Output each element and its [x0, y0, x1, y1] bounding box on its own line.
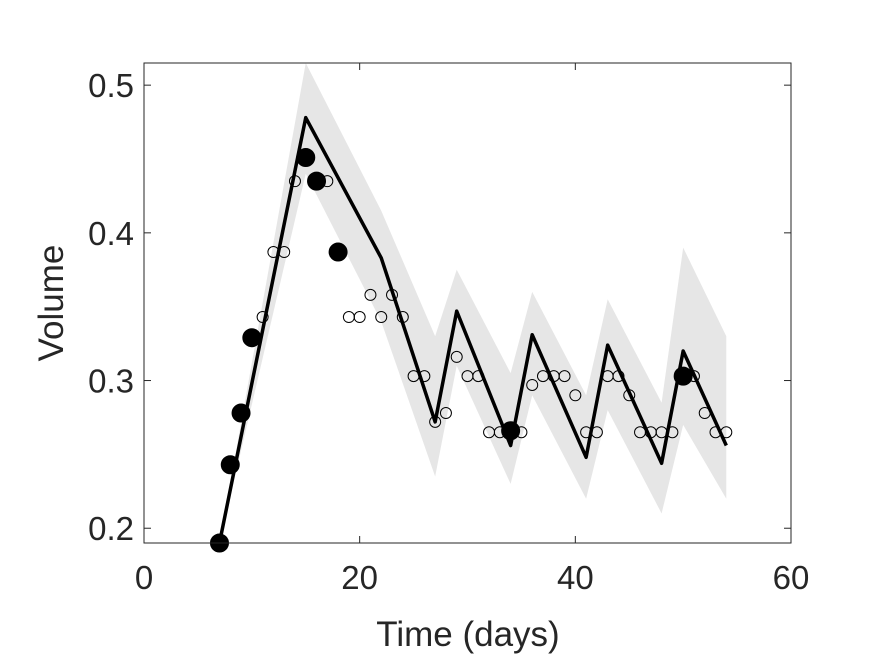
y-tick-label: 0.2 — [88, 510, 134, 547]
y-tick-label: 0.4 — [88, 215, 134, 252]
x-tick-label: 20 — [341, 559, 378, 596]
filled-data-point — [328, 242, 348, 262]
model-line — [217, 115, 728, 543]
open-data-point — [590, 426, 603, 439]
open-data-point — [569, 389, 582, 402]
open-data-point — [364, 288, 377, 301]
y-axis-label: Volume — [32, 245, 71, 362]
open-data-point — [666, 426, 679, 439]
filled-data-point — [220, 455, 240, 475]
open-data-point — [623, 389, 636, 402]
open-data-point — [418, 370, 431, 383]
open-data-point — [526, 378, 539, 391]
plot-area — [209, 63, 733, 553]
open-data-point — [612, 370, 625, 383]
filled-data-point — [673, 366, 693, 386]
y-tick-label: 0.3 — [88, 363, 134, 400]
open-data-point — [353, 311, 366, 324]
open-data-point — [375, 311, 388, 324]
open-data-point — [256, 311, 269, 324]
plot-content — [217, 63, 728, 543]
filled-data-point — [501, 421, 521, 441]
open-data-point — [288, 175, 301, 188]
x-tick-label: 40 — [557, 559, 594, 596]
open-data-point — [450, 350, 463, 363]
open-data-point — [396, 311, 409, 324]
filled-data-point — [296, 148, 316, 168]
filled-data-point — [307, 171, 327, 191]
x-axis-label: Time (days) — [376, 615, 559, 654]
plot-frame — [143, 62, 792, 544]
open-data-point — [386, 288, 399, 301]
open-data-point — [429, 415, 442, 428]
filled-data-point — [231, 403, 251, 423]
axes-frame — [143, 62, 792, 544]
open-data-point — [439, 407, 452, 420]
open-data-point — [278, 246, 291, 259]
open-data-point — [558, 370, 571, 383]
y-tick-label: 0.5 — [88, 67, 134, 104]
open-data-point — [472, 370, 485, 383]
axis-ticks: 0 20 40 60 0.2 0.3 0.4 0.5 — [88, 63, 809, 596]
x-tick-label: 60 — [773, 559, 810, 596]
open-data-point — [698, 407, 711, 420]
confidence-band — [219, 63, 727, 543]
x-tick-label: 0 — [135, 559, 153, 596]
filled-data-point — [242, 328, 262, 348]
open-data-point — [720, 426, 733, 439]
